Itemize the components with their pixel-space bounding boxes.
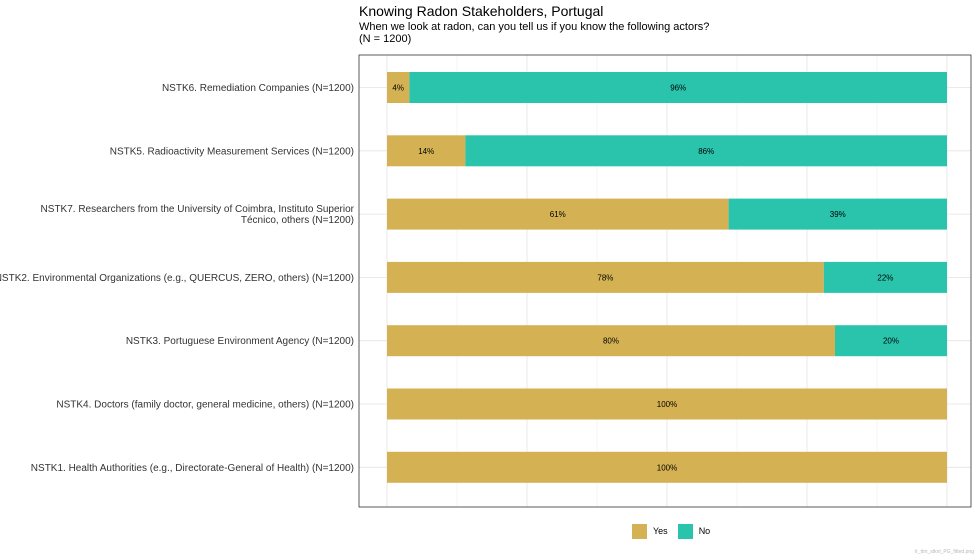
y-axis-label-line: NSTK7. Researchers from the University o… — [41, 204, 355, 215]
y-axis-category-label: NSTK2. Environmental Organizations (e.g.… — [0, 273, 354, 284]
bar-no — [835, 325, 947, 357]
y-axis-label-line: NSTK1. Health Authorities (e.g., Directo… — [31, 463, 354, 474]
bar-value-label: 61% — [550, 210, 566, 219]
legend-swatch-no — [677, 523, 693, 539]
legend: Yes No — [632, 523, 720, 539]
y-axis-category-label: NSTK1. Health Authorities (e.g., Directo… — [31, 463, 354, 474]
y-axis-label-line: Técnico, others (N=1200) — [241, 215, 354, 226]
bar-yes — [387, 198, 729, 230]
bar-value-label: 14% — [418, 147, 434, 156]
bar-value-label: 78% — [597, 273, 613, 282]
bar-value-label: 96% — [670, 84, 686, 93]
bars: 4% 96% 14% 86% 61% 39% 78% 22% 80% 20% 100% 100% — [387, 72, 947, 483]
y-axis-label-line: NSTK5. Radioactivity Measurement Service… — [110, 146, 354, 157]
y-axis-labels: NSTK6. Remediation Companies (N=1200) NST… — [0, 83, 355, 474]
legend-item-yes: Yes — [632, 523, 668, 539]
legend-swatch-yes — [632, 523, 647, 539]
image-credit: lr_ttm_stknl_PG_fitted.png — [915, 549, 974, 555]
bar-value-label: 100% — [657, 400, 677, 409]
y-axis-category-label: NSTK4. Doctors (family doctor, general m… — [56, 400, 354, 411]
y-axis-category-label: NSTK6. Remediation Companies (N=1200) — [162, 83, 354, 94]
bar-value-label: 100% — [657, 463, 677, 472]
bar-no — [728, 198, 947, 230]
bar-yes — [387, 135, 466, 167]
bar-no — [465, 135, 947, 167]
y-axis-label-line: NSTK2. Environmental Organizations (e.g.… — [0, 273, 354, 284]
bar-yes — [387, 388, 947, 420]
bar-value-label: 4% — [392, 84, 404, 93]
chart-title: Knowing Radon Stakeholders, Portugal — [359, 3, 604, 19]
legend-label-no: No — [698, 526, 711, 536]
bar-value-label: 20% — [883, 337, 899, 346]
bar-yes — [387, 72, 410, 103]
y-axis-label-line: NSTK6. Remediation Companies (N=1200) — [162, 83, 354, 94]
bar-no — [823, 261, 947, 293]
bar-value-label: 39% — [830, 210, 846, 219]
panel-border — [358, 54, 972, 508]
bar-value-label: 80% — [603, 337, 619, 346]
bar-value-label: 86% — [698, 147, 714, 156]
legend-item-no: No — [677, 523, 711, 539]
y-axis-category-label: NSTK5. Radioactivity Measurement Service… — [110, 146, 354, 157]
bar-yes — [387, 261, 824, 293]
y-axis-label-line: NSTK4. Doctors (family doctor, general m… — [56, 400, 354, 411]
subtitle-line-1: When we look at radon, can you tell us i… — [359, 21, 710, 33]
bar-no — [409, 72, 947, 103]
bar-yes — [387, 451, 947, 483]
bar-value-label: 22% — [877, 273, 893, 282]
subtitle-line-2: (N = 1200) — [359, 33, 412, 45]
chart-subtitle: When we look at radon, can you tell us i… — [359, 21, 709, 45]
legend-label-yes: Yes — [653, 526, 668, 536]
y-axis-category-label: NSTK7. Researchers from the University o… — [41, 204, 355, 226]
y-axis-category-label: NSTK3. Portuguese Environment Agency (N=… — [126, 336, 354, 347]
bar-yes — [387, 325, 835, 357]
y-axis-label-line: NSTK3. Portuguese Environment Agency (N=… — [126, 336, 354, 347]
